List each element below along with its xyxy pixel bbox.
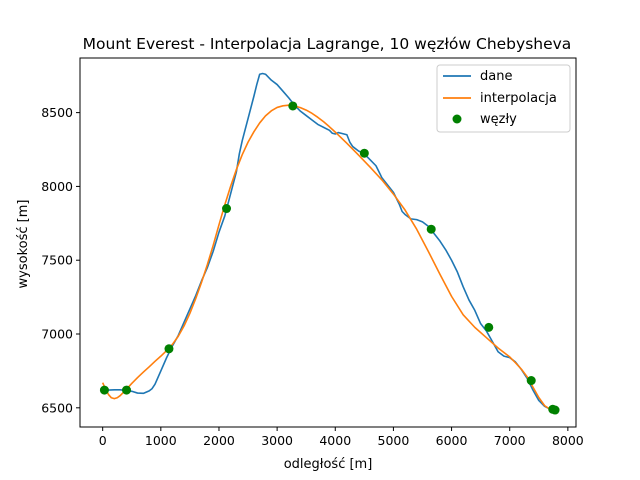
y-axis: 6500 7000 7500 8000 8500 <box>41 105 80 415</box>
y-tick-label: 7000 <box>41 327 73 342</box>
x-tick-label: 1000 <box>145 433 177 448</box>
x-tick-label: 6000 <box>436 433 468 448</box>
node-point <box>359 148 369 158</box>
legend-label-dane: dane <box>480 69 512 84</box>
x-tick-label: 0 <box>99 433 107 448</box>
x-tick-label: 3000 <box>261 433 293 448</box>
node-point <box>426 224 436 234</box>
node-point <box>526 376 536 386</box>
x-axis: 0 1000 2000 3000 4000 5000 6000 7000 8000 <box>99 427 584 448</box>
legend: dane interpolacja węzły <box>436 64 571 133</box>
y-tick-label: 8500 <box>41 105 73 120</box>
y-tick-label: 6500 <box>41 400 73 415</box>
chart-title: Mount Everest - Interpolacja Lagrange, 1… <box>83 35 572 53</box>
node-point <box>288 101 298 111</box>
x-tick-label: 7000 <box>494 433 526 448</box>
y-axis-label: wysokość [m] <box>16 200 31 289</box>
node-point <box>550 405 560 415</box>
legend-swatch-wezly <box>452 114 462 124</box>
x-tick-label: 4000 <box>319 433 351 448</box>
plot-area <box>99 72 560 415</box>
legend-label-wezly: węzły <box>480 112 517 127</box>
axes-frame <box>79 57 577 428</box>
node-point <box>484 322 494 332</box>
legend-label-interpolacja: interpolacja <box>480 91 557 106</box>
x-tick-label: 5000 <box>378 433 410 448</box>
node-point <box>122 385 132 395</box>
node-point <box>222 204 232 214</box>
y-tick-label: 8000 <box>41 179 73 194</box>
series-line-dane <box>102 72 556 411</box>
x-tick-label: 2000 <box>203 433 235 448</box>
node-point <box>164 344 174 354</box>
x-tick-label: 8000 <box>552 433 584 448</box>
y-tick-label: 7500 <box>41 253 73 268</box>
node-point <box>99 385 109 395</box>
legend-frame <box>436 64 571 133</box>
x-axis-label: odległość [m] <box>284 457 373 472</box>
series-line-interpolacja <box>101 104 556 411</box>
